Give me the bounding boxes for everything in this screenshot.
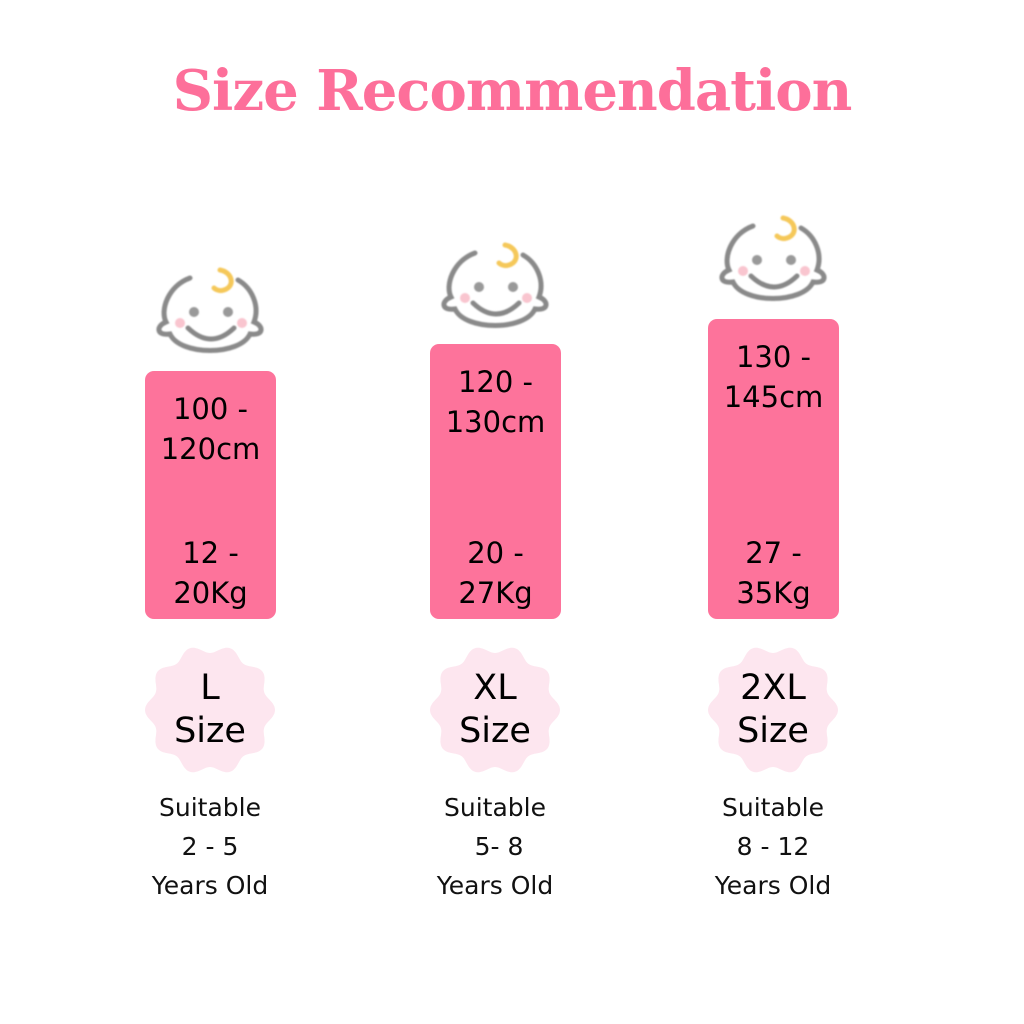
- page-title: Size Recommendation: [172, 58, 853, 124]
- weight-range: 12 - 20Kg: [173, 536, 248, 610]
- size-label: XL: [473, 668, 517, 708]
- years-old-label: Years Old: [151, 871, 269, 900]
- age-suitability: Suitable 5- 8 Years Old: [385, 788, 605, 905]
- size-label: L: [200, 668, 220, 708]
- height-range: 100 - 120cm: [160, 392, 261, 466]
- size-word: Size: [459, 711, 531, 751]
- suitable-label: Suitable: [159, 793, 261, 822]
- size-column: 130 - 145cm 27 - 35Kg 2XL Size Suitable 8…: [663, 0, 883, 1024]
- baby-face-icon: [713, 198, 833, 318]
- size-column: 100 - 120cm 12 - 20Kg L Size Suitable 2 -…: [100, 0, 320, 1024]
- suitable-label: Suitable: [722, 793, 824, 822]
- age-suitability: Suitable 2 - 5 Years Old: [100, 788, 320, 905]
- size-badge: L Size: [145, 645, 275, 775]
- baby-face-icon: [435, 225, 555, 345]
- measurement-box: 100 - 120cm 12 - 20Kg: [145, 371, 276, 619]
- size-word: Size: [174, 711, 246, 751]
- measurement-box: 120 - 130cm 20 - 27Kg: [430, 344, 561, 619]
- age-suitability: Suitable 8 - 12 Years Old: [663, 788, 883, 905]
- years-old-label: Years Old: [436, 871, 554, 900]
- years-old-label: Years Old: [714, 871, 832, 900]
- suitable-label: Suitable: [444, 793, 546, 822]
- baby-face-icon: [150, 250, 270, 370]
- size-column: 120 - 130cm 20 - 27Kg XL Size Suitable 5-…: [385, 0, 605, 1024]
- weight-range: 20 - 27Kg: [458, 536, 533, 610]
- size-word: Size: [737, 711, 809, 751]
- measurement-box: 130 - 145cm 27 - 35Kg: [708, 319, 839, 619]
- age-range: 5- 8: [466, 832, 524, 861]
- height-range: 120 - 130cm: [445, 365, 546, 439]
- weight-range: 27 - 35Kg: [736, 536, 811, 610]
- size-badge: XL Size: [430, 645, 560, 775]
- age-range: 2 - 5: [181, 832, 239, 861]
- height-range: 130 - 145cm: [723, 340, 824, 414]
- size-label: 2XL: [740, 668, 806, 708]
- size-badge: 2XL Size: [708, 645, 838, 775]
- age-range: 8 - 12: [736, 832, 810, 861]
